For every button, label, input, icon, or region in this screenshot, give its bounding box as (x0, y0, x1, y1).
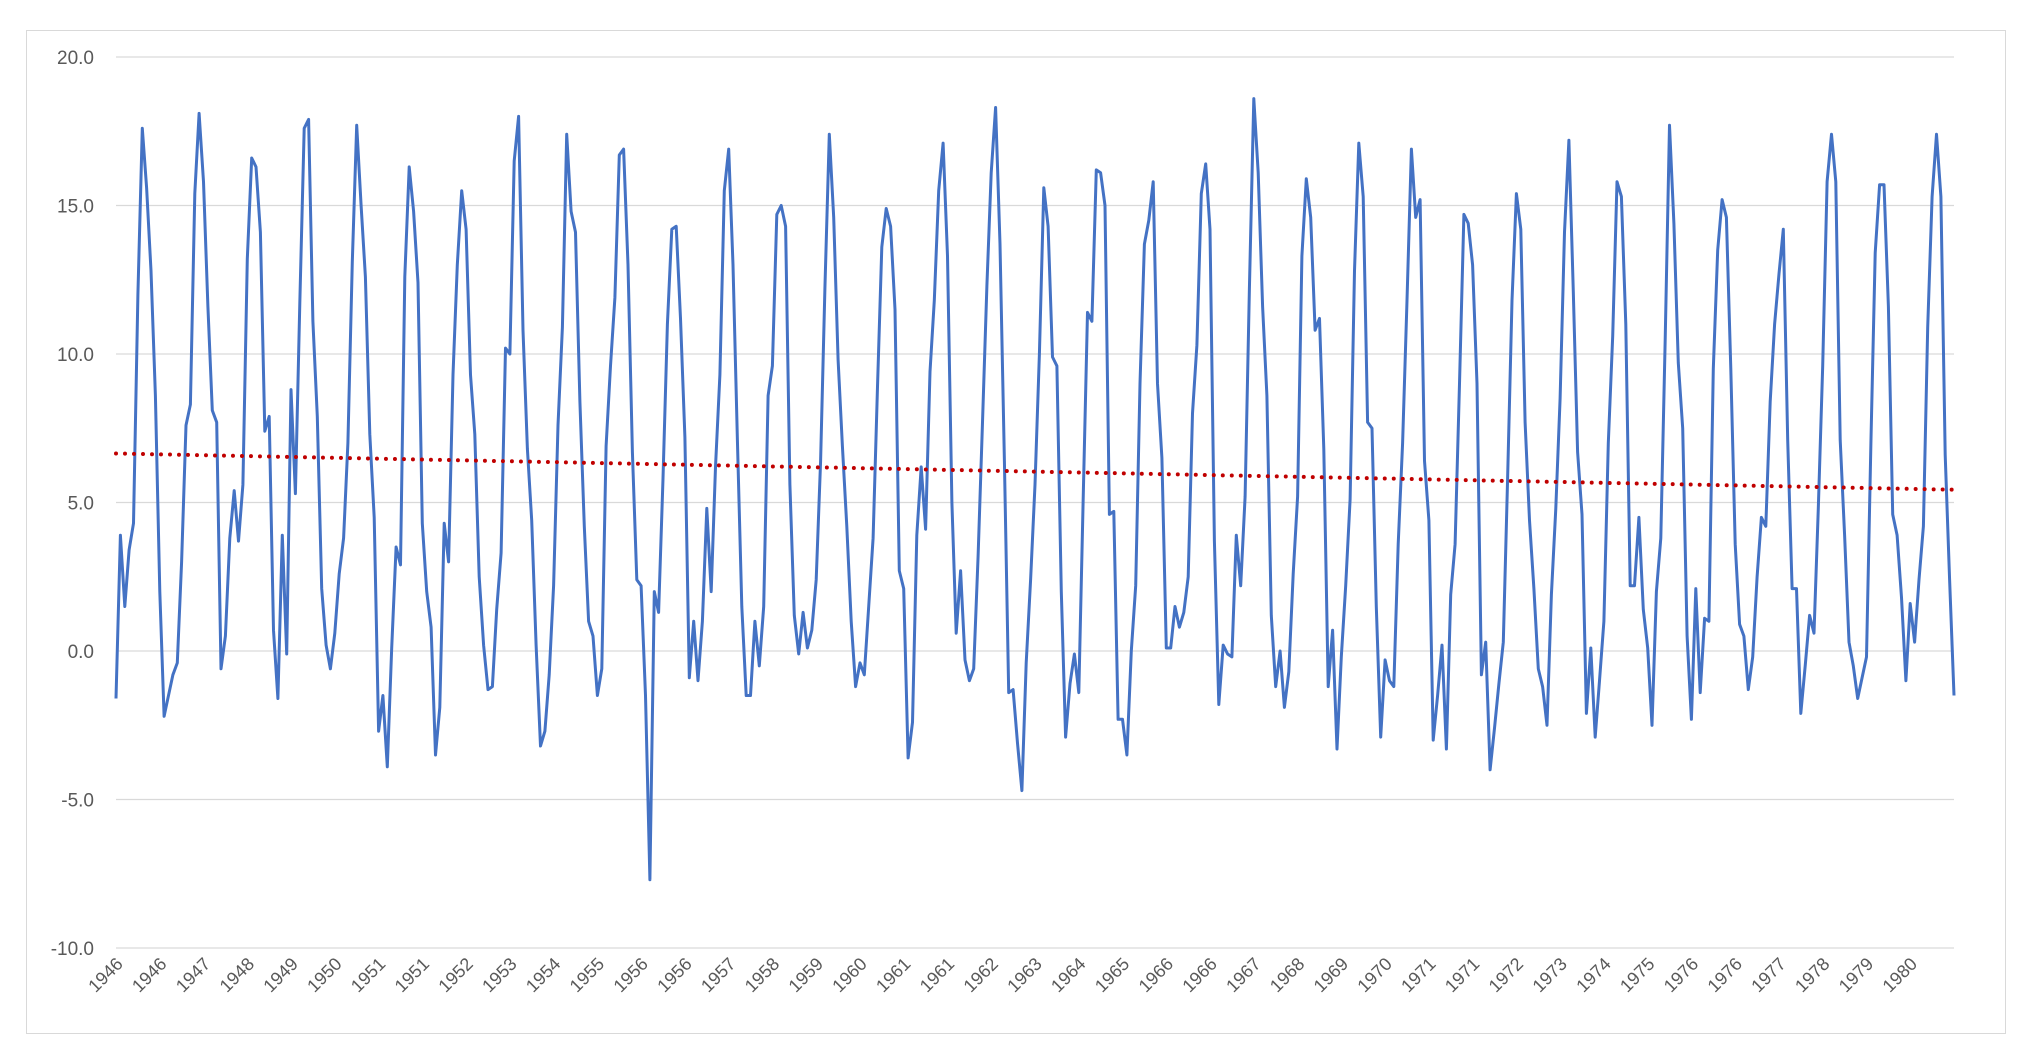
x-tick-label: 1959 (785, 954, 827, 996)
x-tick-label: 1954 (522, 954, 564, 996)
x-tick-label: 1980 (1879, 954, 1921, 996)
x-tick-label: 1950 (303, 954, 345, 996)
y-tick-label: 0.0 (68, 642, 94, 663)
x-tick-label: 1969 (1310, 954, 1352, 996)
x-axis-ticks: 1946 1946 1947 1948 1949 1950 1951 1951 1952 1953… (84, 954, 1921, 996)
x-tick-label: 1966 (1135, 954, 1177, 996)
series-line (114, 97, 1956, 882)
series-group (114, 97, 1956, 882)
x-tick-label: 1956 (610, 954, 652, 996)
x-tick-label: 1967 (1222, 954, 1264, 996)
x-tick-label: 1951 (347, 954, 389, 996)
x-tick-label: 1965 (1091, 954, 1133, 996)
chart-frame (26, 30, 2006, 1034)
x-tick-label: 1963 (1003, 954, 1045, 996)
x-tick-label: 1966 (1178, 954, 1220, 996)
x-tick-label: 1972 (1485, 954, 1527, 996)
x-tick-label: 1960 (828, 954, 870, 996)
x-tick-label: 1961 (872, 954, 914, 996)
x-tick-label: 1946 (84, 954, 126, 996)
x-tick-label: 1958 (741, 954, 783, 996)
x-tick-label: 1953 (478, 954, 520, 996)
x-tick-label: 1977 (1747, 954, 1789, 996)
x-tick-label: 1949 (259, 954, 301, 996)
x-tick-label: 1974 (1572, 954, 1614, 996)
x-tick-label: 1947 (172, 954, 214, 996)
x-tick-label: 1971 (1397, 954, 1439, 996)
x-tick-label: 1973 (1529, 954, 1571, 996)
y-tick-label: 10.0 (57, 345, 94, 366)
x-tick-label: 1976 (1660, 954, 1702, 996)
trendline (114, 451, 1956, 492)
x-tick-label: 1979 (1835, 954, 1877, 996)
y-axis-ticks: 20.0 15.0 10.0 5.0 0.0 -5.0 -10.0 (51, 48, 94, 960)
x-tick-label: 1957 (697, 954, 739, 996)
x-tick-label: 1952 (434, 954, 476, 996)
x-tick-label: 1956 (653, 954, 695, 996)
y-tick-label: -5.0 (61, 791, 94, 812)
x-tick-label: 1962 (960, 954, 1002, 996)
x-tick-label: 1951 (391, 954, 433, 996)
y-tick-label: -10.0 (51, 939, 94, 960)
x-tick-label: 1946 (128, 954, 170, 996)
x-tick-label: 1968 (1266, 954, 1308, 996)
x-tick-label: 1948 (216, 954, 258, 996)
x-tick-label: 1955 (566, 954, 608, 996)
x-tick-label: 1978 (1791, 954, 1833, 996)
x-tick-label: 1964 (1047, 954, 1089, 996)
y-tick-label: 20.0 (57, 48, 94, 69)
x-tick-label: 1961 (916, 954, 958, 996)
y-tick-label: 15.0 (57, 197, 94, 218)
x-tick-label: 1975 (1616, 954, 1658, 996)
x-tick-label: 1970 (1353, 954, 1395, 996)
x-tick-label: 1971 (1441, 954, 1483, 996)
gridlines (116, 56, 1954, 949)
y-tick-label: 5.0 (68, 494, 94, 515)
x-tick-label: 1976 (1704, 954, 1746, 996)
